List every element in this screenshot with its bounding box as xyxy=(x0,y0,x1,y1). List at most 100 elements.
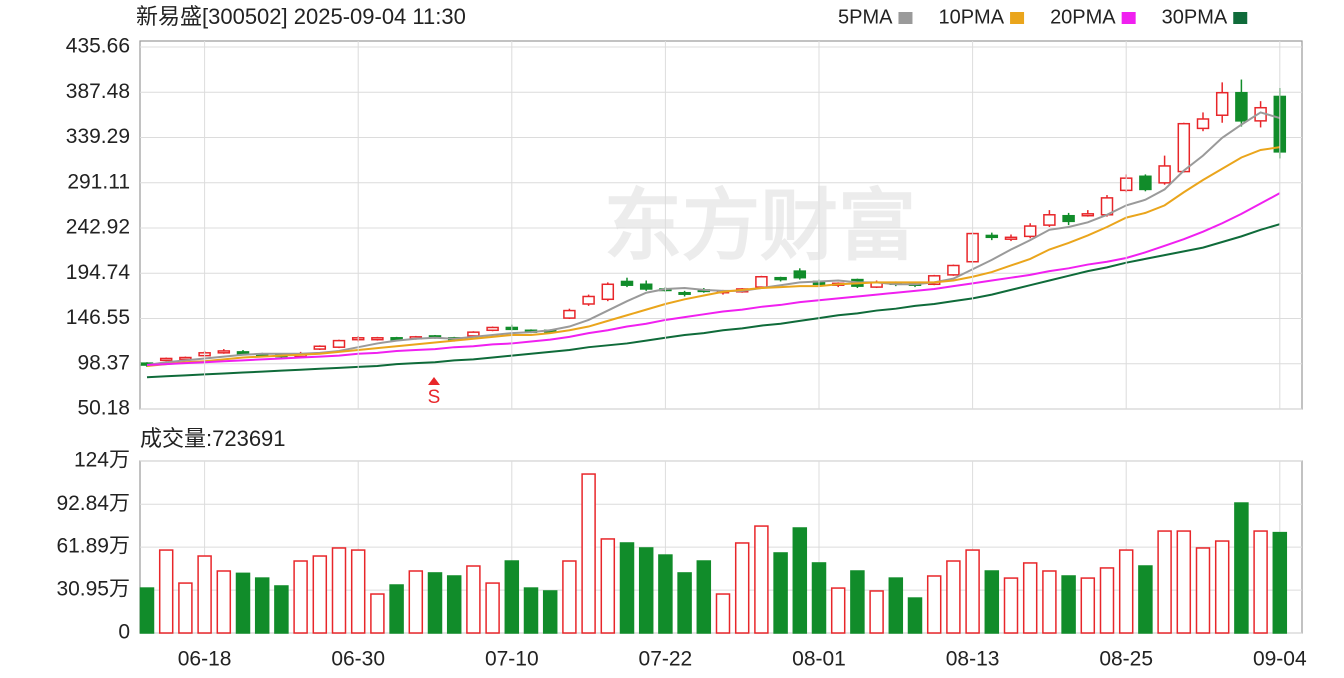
volume-bar xyxy=(965,549,980,634)
ma-line xyxy=(146,146,1280,367)
volume-bar xyxy=(293,560,308,634)
volume-title: 成交量:723691 xyxy=(140,426,286,451)
volume-bar xyxy=(1234,502,1249,634)
candle-body xyxy=(1062,214,1075,223)
candle-body xyxy=(1235,91,1248,122)
volume-bar xyxy=(1022,562,1038,634)
volume-bar xyxy=(370,593,385,634)
candle-body xyxy=(1139,175,1152,191)
volume-bar xyxy=(1099,567,1115,634)
legend-label: 20PMA xyxy=(1050,6,1116,28)
volume-bar xyxy=(523,587,539,634)
candle-body xyxy=(639,283,653,290)
volume-bar xyxy=(466,565,481,634)
x-tick-label: 08-01 xyxy=(792,648,846,671)
signal-label: S xyxy=(428,387,441,408)
volume-bar xyxy=(408,570,424,634)
x-tick-label: 08-25 xyxy=(1099,648,1153,671)
candle-body xyxy=(563,309,576,319)
volume-bar xyxy=(1214,540,1230,634)
volume-bar xyxy=(1061,575,1076,634)
y-tick-label: 92.84万 xyxy=(56,492,130,515)
volume-bar xyxy=(754,525,769,634)
candle-body xyxy=(313,345,327,350)
volume-bar xyxy=(485,582,500,634)
volume-bar xyxy=(696,560,712,634)
volume-bar xyxy=(792,527,808,634)
volume-bar xyxy=(677,572,692,634)
volume-bar xyxy=(1157,530,1172,634)
volume-bar xyxy=(274,585,289,634)
volume-bar xyxy=(984,570,1000,634)
x-tick-label: 08-13 xyxy=(946,648,1000,671)
legend-swatch xyxy=(898,12,913,24)
volume-bar xyxy=(1138,565,1153,634)
y-tick-label: 194.74 xyxy=(66,261,131,284)
volume-bar xyxy=(658,554,673,634)
candle-body xyxy=(1023,225,1037,238)
y-tick-label: 339.29 xyxy=(66,125,130,148)
volume-bar xyxy=(350,549,366,634)
y-tick-label: 291.11 xyxy=(67,170,130,193)
candle-body xyxy=(332,339,346,348)
volume-bar xyxy=(1272,531,1288,634)
volume-bar xyxy=(638,547,654,634)
y-tick-label: 242.92 xyxy=(66,216,130,239)
volume-bar xyxy=(869,590,884,634)
x-tick-label: 06-30 xyxy=(331,648,385,671)
volume-bar xyxy=(504,560,520,634)
volume-bar xyxy=(178,582,193,634)
candle-body xyxy=(582,295,595,305)
y-tick-label: 50.18 xyxy=(77,397,130,420)
volume-bar xyxy=(1003,577,1019,634)
ma-line xyxy=(146,223,1281,379)
y-tick-label: 98.37 xyxy=(77,351,130,374)
candle-body xyxy=(467,331,480,337)
volume-bar xyxy=(773,552,788,634)
y-tick-label: 61.89万 xyxy=(56,535,130,558)
volume-bar xyxy=(216,570,232,634)
candle-body xyxy=(486,326,499,332)
candle-body xyxy=(236,351,250,355)
signal-arrow xyxy=(428,377,440,385)
volume-bar xyxy=(1080,577,1096,634)
legend-swatch xyxy=(1010,12,1025,24)
y-tick-label: 387.48 xyxy=(66,80,130,103)
candle-body xyxy=(620,280,634,286)
candle-body xyxy=(1215,91,1229,116)
candle-body xyxy=(1004,236,1018,240)
legend-swatch xyxy=(1121,12,1136,24)
volume-bar xyxy=(158,549,174,634)
chart-title: 新易盛[300502] 2025-09-04 11:30 xyxy=(136,4,466,29)
candle-body xyxy=(985,234,999,239)
volume-bar xyxy=(542,590,558,634)
y-tick-label: 30.95万 xyxy=(56,578,130,601)
candle-body xyxy=(1081,213,1095,217)
candle-body xyxy=(159,357,173,362)
volume-bar xyxy=(946,560,961,634)
volume-bar xyxy=(581,473,596,634)
legend-swatch xyxy=(1233,12,1248,24)
candle-body xyxy=(601,283,615,301)
candle-body xyxy=(1196,118,1210,130)
x-tick-label: 07-10 xyxy=(485,648,539,671)
legend-label: 10PMA xyxy=(938,6,1004,28)
volume-bar xyxy=(734,542,750,634)
volume-bar xyxy=(926,575,942,634)
volume-bar xyxy=(1195,547,1211,634)
x-tick-label: 06-18 xyxy=(178,648,232,671)
volume-bar xyxy=(715,593,731,634)
candle-body xyxy=(947,264,960,276)
volume-bar xyxy=(254,577,270,634)
volume-bar xyxy=(600,538,616,634)
volume-bar xyxy=(1176,530,1192,634)
volume-bar xyxy=(427,572,443,634)
x-tick-label: 09-04 xyxy=(1253,648,1307,671)
volume-bar xyxy=(331,547,347,634)
volume-bar xyxy=(888,577,904,634)
candle-body xyxy=(927,275,941,286)
candle-body xyxy=(1043,214,1056,226)
volume-bar xyxy=(850,570,865,634)
ma-line xyxy=(146,192,1281,367)
